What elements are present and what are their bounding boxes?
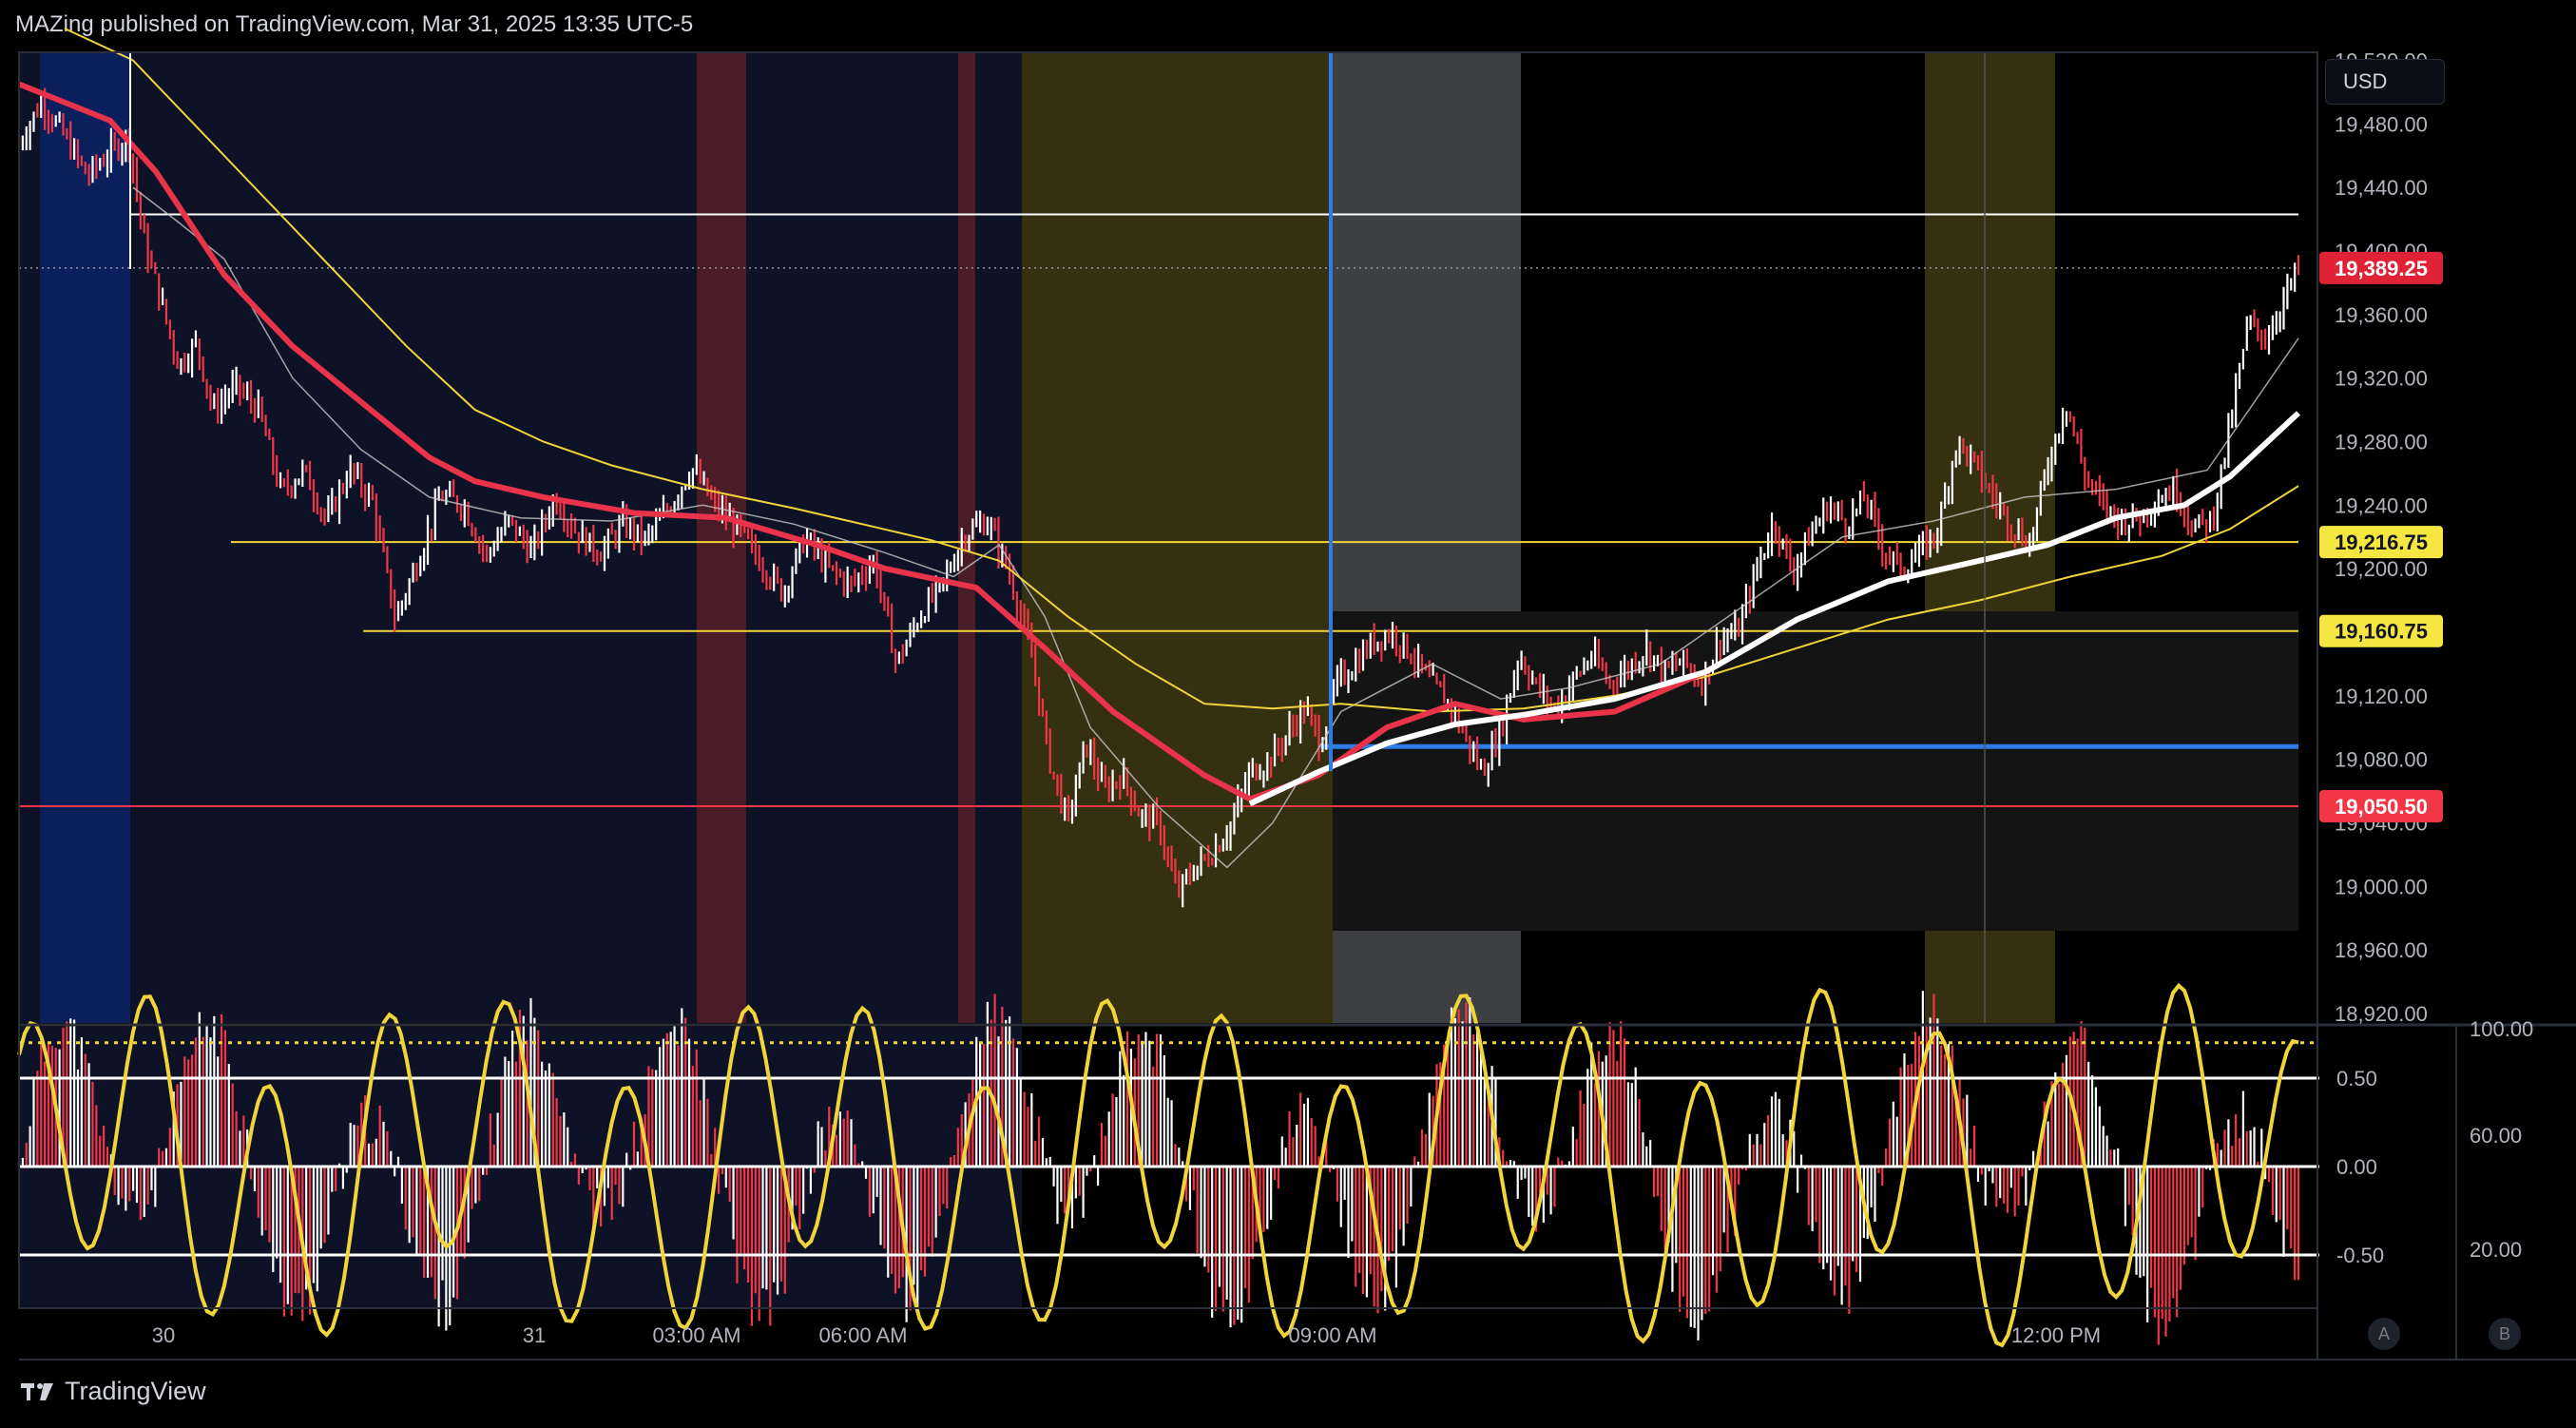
price-tag-1: 19,216.75 (2319, 526, 2443, 559)
price-tag-3: 19,050.50 (2319, 789, 2443, 822)
time-tick-1: 31 (523, 1323, 546, 1347)
price-tag-label-0: 19,389.25 (2335, 257, 2428, 280)
ma-red (17, 81, 1707, 802)
session-band-3 (1022, 52, 1333, 1023)
ma-yellow (64, 28, 2299, 713)
oscillator-histogram (17, 991, 2300, 1345)
moving-averages (17, 28, 2301, 869)
time-tick-2: 03:00 AM (653, 1323, 741, 1347)
vertical-markers (129, 52, 1986, 1023)
price-tick-2: 19,440.00 (2335, 176, 2428, 200)
osc-left-tick-1: 0.00 (2336, 1155, 2377, 1179)
osc-right-tick-2: 20.00 (2470, 1238, 2522, 1262)
price-tick-10: 19,120.00 (2335, 685, 2428, 708)
price-tag-label-1: 19,216.75 (2335, 531, 2428, 554)
time-tick-3: 06:00 AM (819, 1323, 908, 1347)
chart-frame (18, 51, 2576, 1360)
price-tag-bg-0 (2319, 251, 2443, 284)
publish-header: MAZing published on TradingView.com, Mar… (15, 11, 694, 37)
oscillator-panel[interactable] (17, 982, 2319, 1348)
tradingview-brand[interactable]: TradingView (19, 1377, 206, 1406)
price-tags: 19,389.25 19,216.75 19,160.75 19,050.50 (2319, 251, 2443, 822)
price-tick-5: 19,320.00 (2335, 367, 2428, 391)
osc-right-tick-0: 100.00 (2470, 1017, 2533, 1041)
range-box (1333, 611, 2298, 931)
auto-scale-button[interactable]: A (2368, 1318, 2400, 1350)
time-tick-4: 09:00 AM (1289, 1323, 1377, 1347)
currency-selector[interactable]: USD (2325, 59, 2445, 105)
price-tag-bg-3 (2319, 789, 2443, 822)
time-tick-0: 30 (152, 1323, 175, 1347)
oscillator-axis[interactable]: 0.50 0.00 -0.50 100.00 60.00 20.00 (2336, 1017, 2533, 1267)
tradingview-logo-icon (21, 1382, 53, 1400)
price-tick-1: 19,480.00 (2335, 112, 2428, 136)
osc-left-tick-2: -0.50 (2336, 1244, 2384, 1267)
ma-white-thin (132, 186, 2299, 869)
price-tick-6: 19,280.00 (2335, 430, 2428, 453)
main-panel[interactable] (17, 28, 2301, 1023)
osc-signal-line (17, 982, 2299, 1348)
price-tick-4: 19,360.00 (2335, 303, 2428, 327)
time-tick-5: 12:00 PM (2011, 1323, 2101, 1347)
oscillator-lines (17, 982, 2319, 1348)
session-backgrounds (19, 52, 2298, 1023)
time-axis[interactable]: 30 31 03:00 AM 06:00 AM 09:00 AM 12:00 PM (152, 1323, 2101, 1347)
osc-right-tick-1: 60.00 (2470, 1124, 2522, 1148)
ma-white (1248, 411, 2301, 807)
session-band-1 (697, 52, 746, 1023)
price-tick-8: 19,200.00 (2335, 557, 2428, 581)
session-band-0 (40, 52, 130, 1023)
price-tag-label-3: 19,050.50 (2335, 795, 2428, 819)
session-band-2 (958, 52, 975, 1023)
price-tick-7: 19,240.00 (2335, 493, 2428, 517)
price-tag-bg-2 (2319, 614, 2443, 647)
price-tick-15: 18,920.00 (2335, 1002, 2428, 1026)
scale-b-button[interactable]: B (2489, 1318, 2521, 1350)
price-tag-0: 19,389.25 (2319, 251, 2443, 284)
brand-name: TradingView (65, 1377, 206, 1405)
osc-left-tick-0: 0.50 (2336, 1067, 2377, 1090)
price-tick-14: 18,960.00 (2335, 938, 2428, 962)
price-tag-2: 19,160.75 (2319, 614, 2443, 647)
price-tag-bg-1 (2319, 526, 2443, 559)
price-tag-label-2: 19,160.75 (2335, 620, 2428, 644)
price-tick-11: 19,080.00 (2335, 748, 2428, 772)
price-tick-13: 19,000.00 (2335, 875, 2428, 898)
